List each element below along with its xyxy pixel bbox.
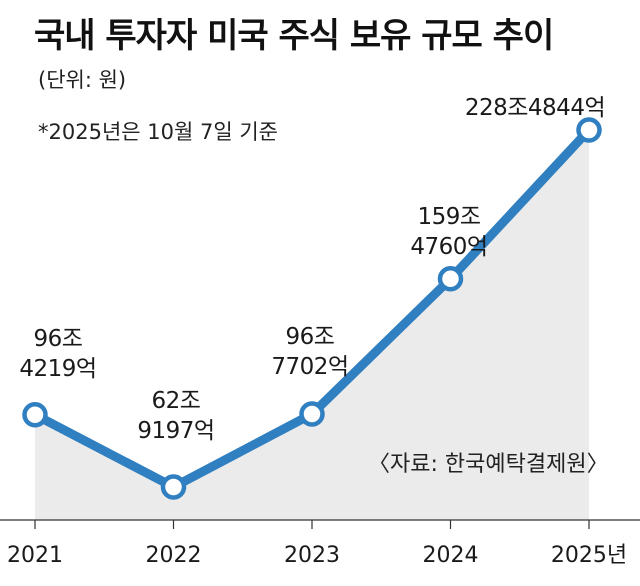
data-label: 4760억 [410, 234, 487, 260]
x-tick-label: 2023 [284, 543, 340, 568]
x-tick-label: 2024 [423, 543, 479, 568]
x-tick-label: 2022 [146, 543, 202, 568]
data-label: 4219억 [19, 356, 96, 382]
data-point [299, 401, 325, 427]
data-label: 7702억 [271, 354, 348, 380]
data-label: 96조 [286, 324, 335, 350]
area-fill [35, 129, 589, 520]
data-label: 228조4844억 [465, 95, 605, 121]
x-tick-label: 2025년 [551, 543, 627, 568]
data-label: 62조 [152, 388, 201, 414]
data-point [22, 402, 48, 428]
x-tick-label: 2021 [7, 543, 63, 568]
data-label: 159조 [417, 204, 480, 230]
source-note: 〈자료: 한국예탁결제원〉 [368, 452, 609, 477]
data-point [437, 266, 464, 292]
data-label: 9197억 [137, 418, 214, 444]
data-point [160, 474, 187, 500]
footnote: *2025년은 10월 7일 기준 [38, 120, 278, 144]
chart-title: 국내 투자자 미국 주식 보유 규모 추이 [34, 16, 554, 56]
unit-note: (단위: 원) [38, 68, 127, 92]
data-point [576, 117, 602, 143]
data-label: 96조 [34, 326, 83, 352]
